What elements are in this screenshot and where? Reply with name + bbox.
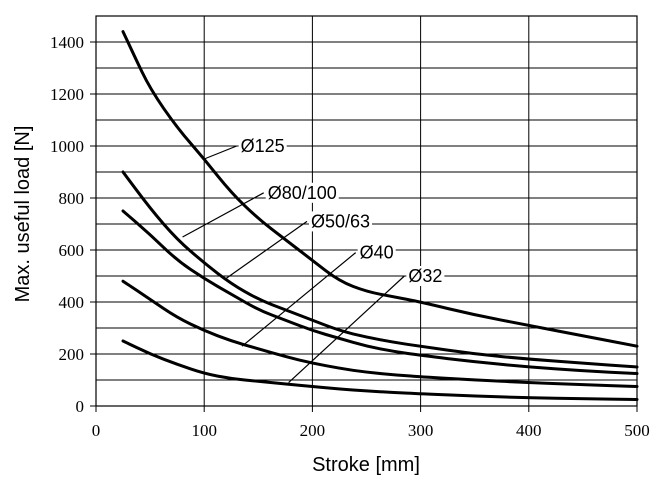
curve-layer xyxy=(121,30,639,401)
x-axis-title: Stroke [mm] xyxy=(312,454,420,476)
tick-layer: 0 100 200 300 400 500 0 200 400 600 800 1000 1200 140… xyxy=(50,33,650,440)
x-tick-label: 400 xyxy=(516,421,542,440)
series-line-2 xyxy=(121,170,639,369)
plot-frame xyxy=(95,15,638,407)
x-tick-label: 300 xyxy=(408,421,434,440)
y-tick-label: 1200 xyxy=(50,85,84,104)
series-label-1: Ø125 xyxy=(241,136,285,156)
series-leader-2 xyxy=(182,192,264,238)
series-label-3: Ø50/63 xyxy=(311,211,370,231)
series-line-5 xyxy=(121,339,639,401)
y-tick-label: 600 xyxy=(59,241,85,260)
x-tick-label: 100 xyxy=(191,421,217,440)
series-label-bg-4 xyxy=(357,242,396,263)
series-label-5: Ø32 xyxy=(408,266,442,286)
leader-layer xyxy=(182,145,405,384)
y-tick-label: 1400 xyxy=(50,33,84,52)
series-line-3 xyxy=(121,209,639,375)
x-tick-label: 500 xyxy=(624,421,650,440)
series-label-2: Ø80/100 xyxy=(268,183,337,203)
series-label-bg-2 xyxy=(265,182,339,203)
series-label-bg-5 xyxy=(406,266,445,286)
y-tick-label: 0 xyxy=(76,397,85,416)
frame-layer xyxy=(95,15,638,407)
y-tick-label: 800 xyxy=(59,189,85,208)
grid-layer xyxy=(96,16,637,406)
x-tick-label: 200 xyxy=(300,421,326,440)
x-tick-label: 0 xyxy=(92,421,101,440)
series-label-bg-1 xyxy=(238,136,287,156)
series-label-4: Ø40 xyxy=(360,243,394,263)
y-tick-label: 200 xyxy=(59,345,85,364)
series-leader-3 xyxy=(225,220,308,280)
series-leader-4 xyxy=(241,252,357,347)
series-leader-5 xyxy=(288,275,405,384)
series-leader-1 xyxy=(203,145,237,160)
y-tick-label: 1000 xyxy=(50,137,84,156)
series-line-1 xyxy=(121,30,639,348)
label-layer: Ø125 Ø80/100 Ø50/63 Ø40 Ø32 xyxy=(238,136,445,286)
series-label-bg-3 xyxy=(308,211,373,232)
y-axis-title: Max. useful load [N] xyxy=(12,126,34,303)
y-tick-label: 400 xyxy=(59,293,85,312)
series-line-4 xyxy=(121,279,639,388)
